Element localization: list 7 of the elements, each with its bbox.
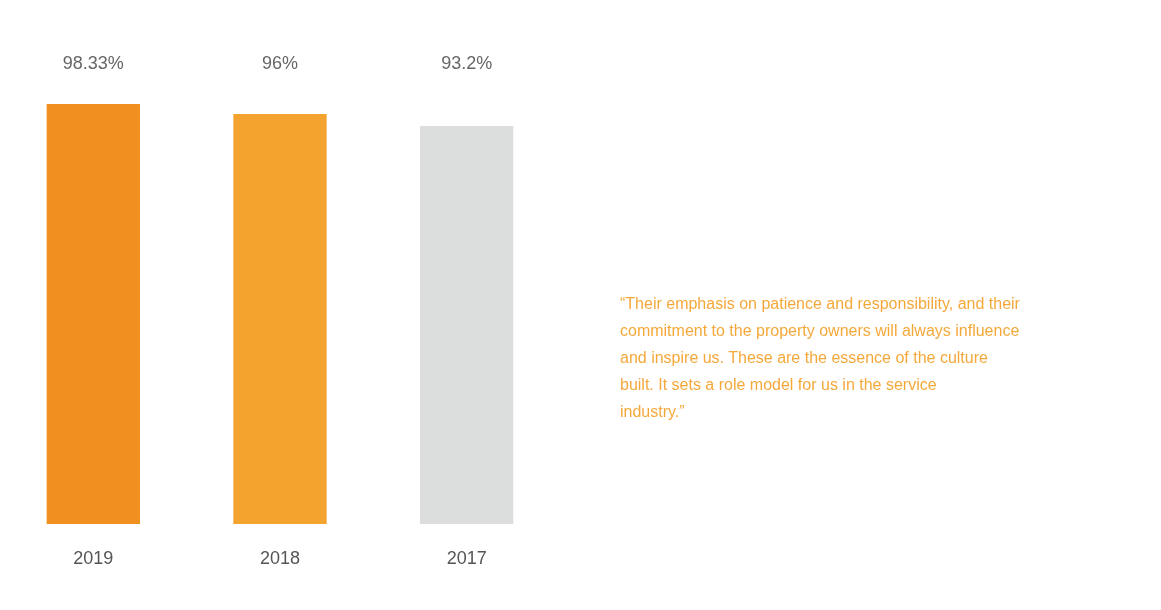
x-tick-label: 2018 [259,547,301,568]
data-label: 96% [261,53,299,73]
data-label: 93.2% [441,53,493,73]
text: “Their emphasis on patience and responsibility, and their commitment to the property owners will always influence and inspire us. These are the essence of the culture built. It sets a role model for us in the service industry.” [620,295,1021,420]
x-tick-label: 2019 [73,547,114,568]
data-label: 98.33% [62,53,124,73]
x-tick-label: 2017 [446,547,487,568]
